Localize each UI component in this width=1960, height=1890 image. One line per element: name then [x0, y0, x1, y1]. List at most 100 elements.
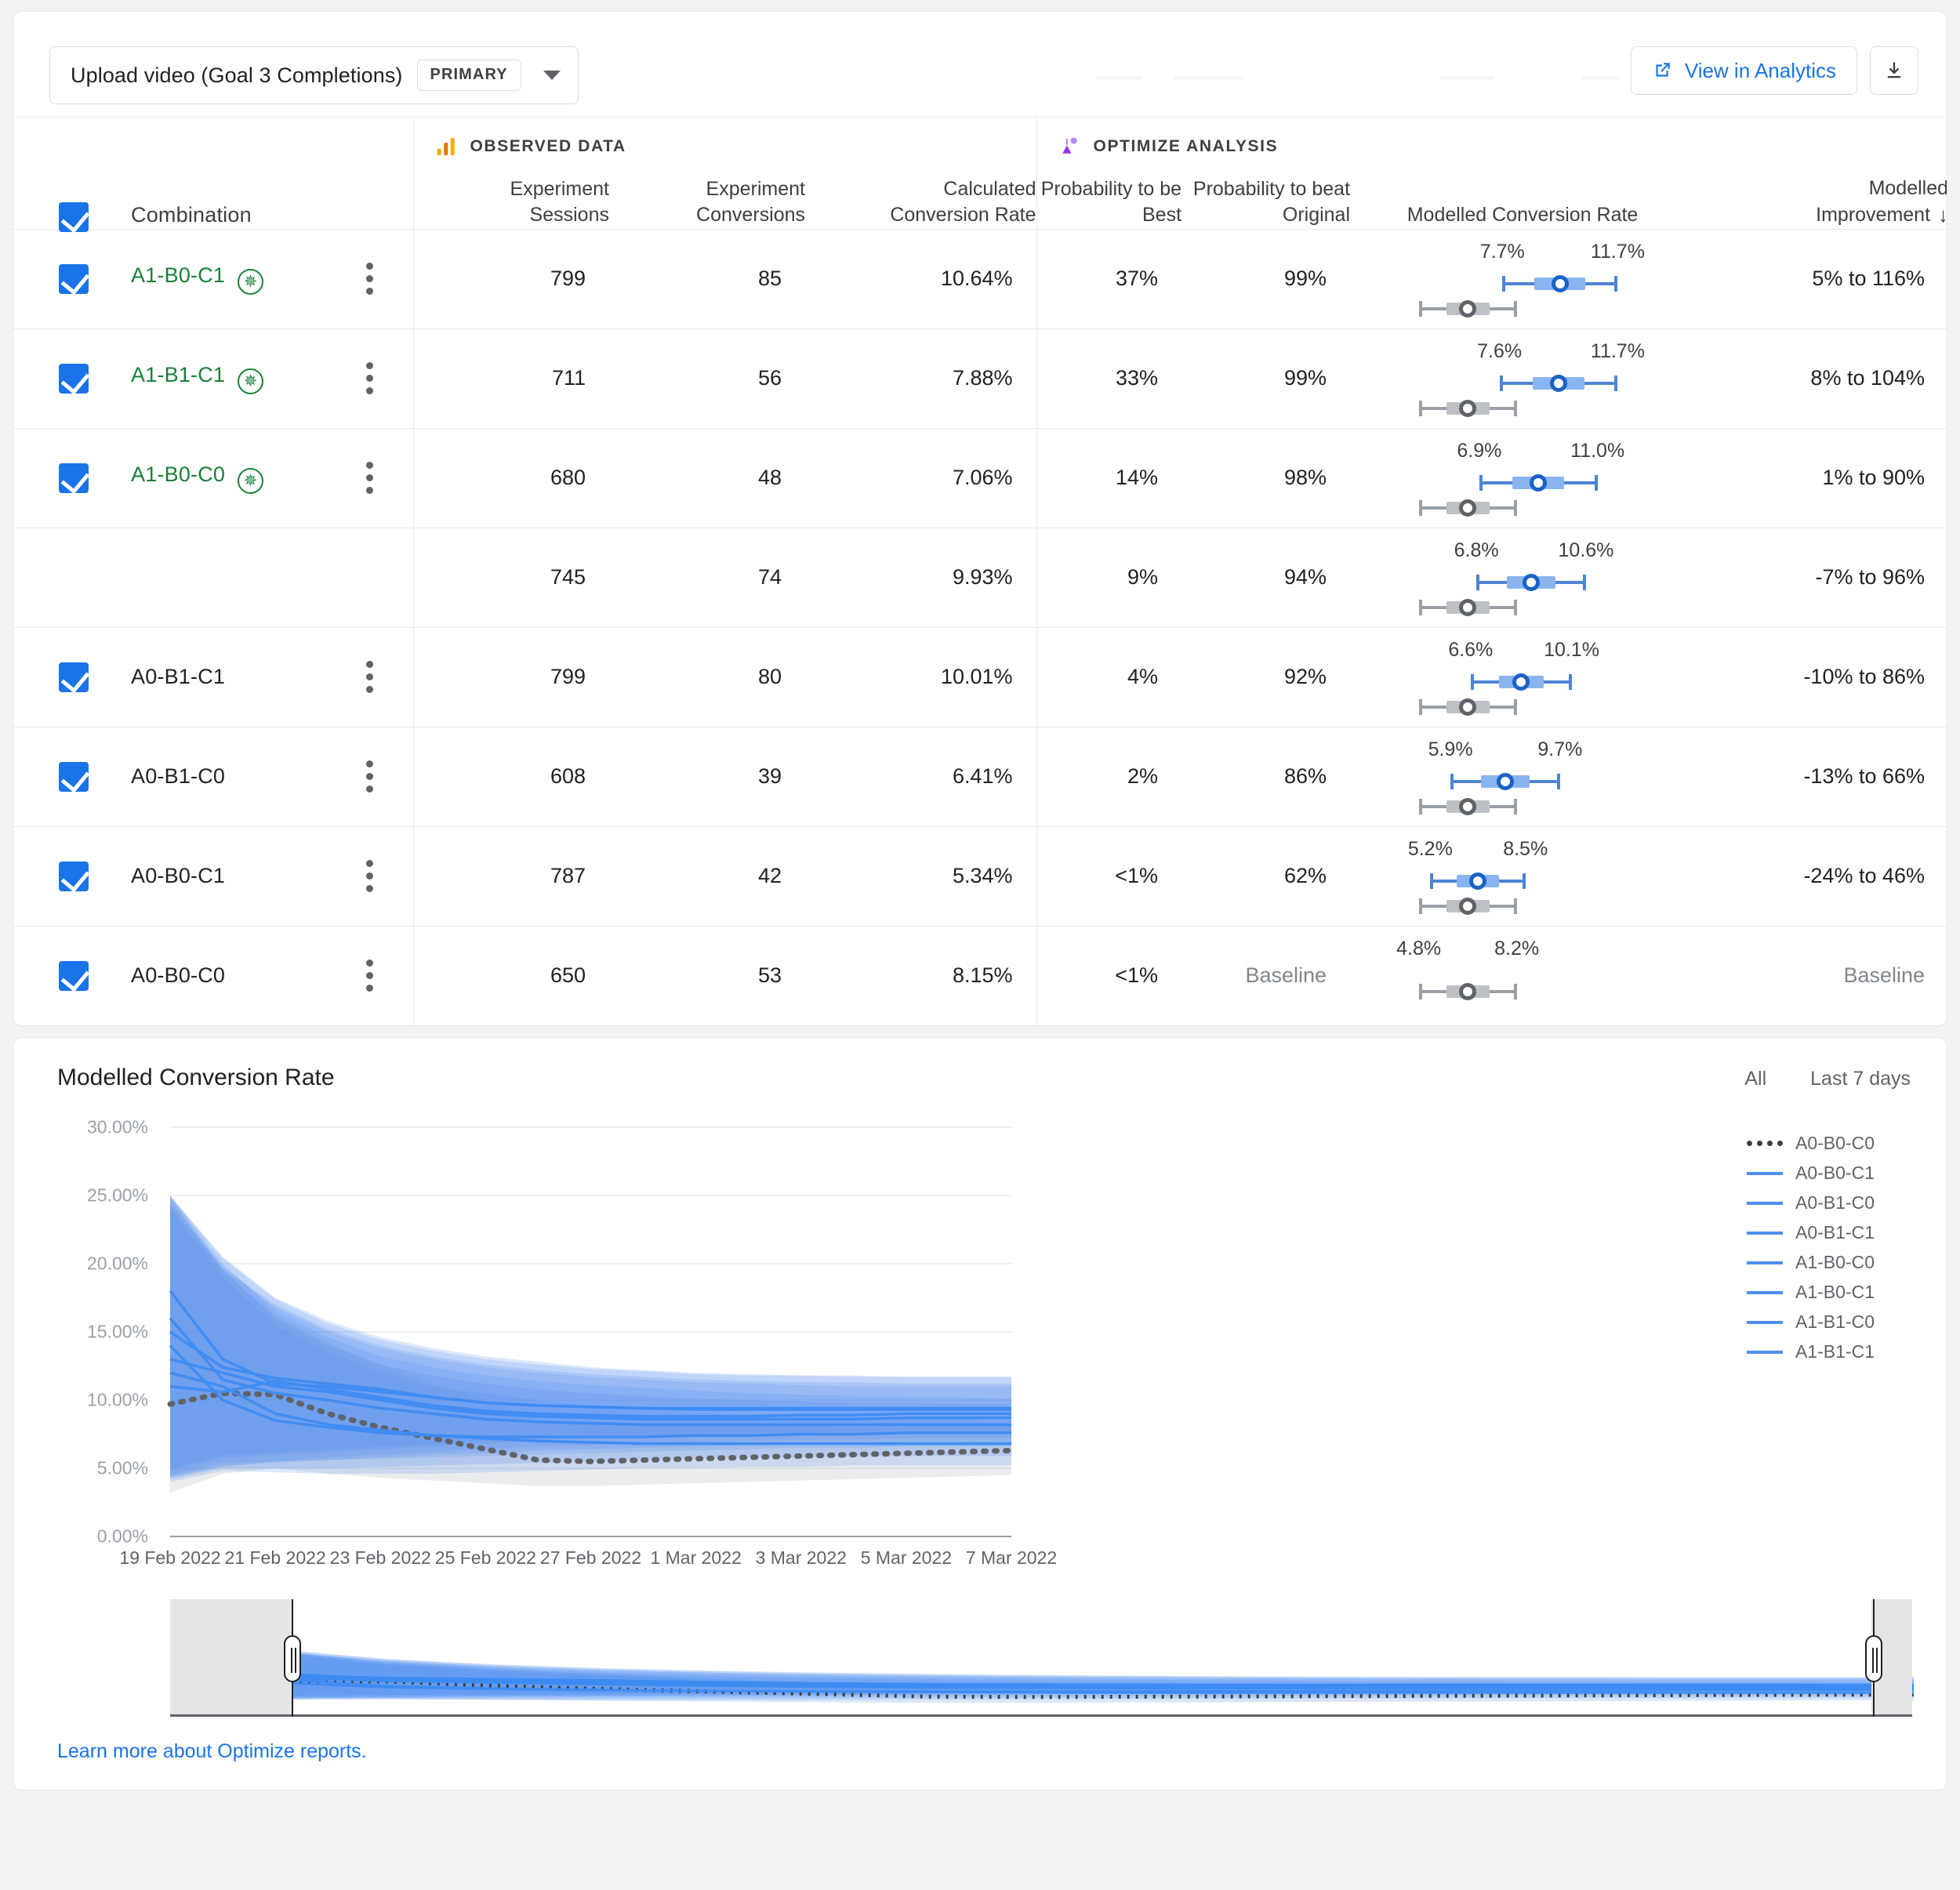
combination-label: A0-B0-C0 — [131, 963, 226, 988]
legend-item[interactable]: A0-B1-C0 — [1747, 1188, 1875, 1218]
cell-modelled-conversion-rate: 6.8% 10.6% — [1350, 527, 1696, 628]
cell-combination: A1-B1-C1 ✵ — [13, 328, 413, 429]
y-axis-tick: 10.00% — [86, 1389, 148, 1410]
observed-data-section: OBSERVED DATA — [412, 117, 1037, 176]
header-combination-label: Combination — [131, 202, 252, 227]
header-experiment-sessions[interactable]: Experiment Sessions — [412, 175, 609, 230]
x-axis-tick: 1 Mar 2022 — [650, 1547, 742, 1568]
learn-more-link[interactable]: Learn more about Optimize reports. — [57, 1739, 367, 1762]
table-row[interactable]: 745 74 9.93% 9% 94% 6.8% 10.6% -7% to 96% — [13, 527, 1947, 628]
cell-modelled-conversion-rate: 5.2% 8.5% — [1350, 825, 1696, 927]
x-axis-tick: 27 Feb 2022 — [539, 1547, 642, 1568]
modelled-conversion-rate-chart-card: Modelled Conversion Rate All Last 7 days… — [13, 1036, 1947, 1790]
ci-bar-gray — [1350, 697, 1695, 717]
cell-modelled-improvement: 1% to 90% — [1695, 427, 1947, 528]
chevron-down-icon[interactable] — [543, 71, 561, 80]
cell-probability-to-be-best: 4% — [1036, 626, 1182, 727]
goal-label: Upload video (Goal 3 Completions) — [71, 63, 403, 87]
x-axis-tick: 5 Mar 2022 — [860, 1547, 953, 1568]
ci-low-label: 7.7% — [1479, 240, 1525, 263]
cell-modelled-conversion-rate: 6.6% 10.1% — [1350, 626, 1696, 727]
header-probability-to-beat-original[interactable]: Probability to beat Original — [1181, 176, 1350, 230]
header-modelled-conversion-rate[interactable]: Modelled Conversion Rate — [1350, 176, 1695, 230]
select-all-checkbox[interactable] — [59, 201, 89, 232]
legend-swatch — [1747, 1350, 1784, 1354]
ci-low-label: 5.9% — [1428, 738, 1473, 760]
ci-low-label: 5.2% — [1407, 837, 1453, 860]
row-checkbox[interactable] — [59, 960, 89, 991]
decorative-placeholder-marks — [1095, 73, 1660, 84]
table-row[interactable]: A0-B1-C0 608 39 6.41% 2% 86% 5.9% 9.7% -13% to 6… — [13, 726, 1947, 827]
row-menu-button[interactable] — [365, 362, 374, 395]
range-all-button[interactable]: All — [1744, 1067, 1767, 1090]
cell-probability-to-beat-original: 99% — [1181, 328, 1351, 429]
cell-modelled-conversion-rate: 4.8% 8.2% — [1350, 925, 1696, 1025]
legend-item[interactable]: A1-B0-C1 — [1747, 1278, 1875, 1308]
legend-label: A1-B1-C1 — [1795, 1341, 1875, 1362]
legend-item[interactable]: A1-B1-C1 — [1747, 1337, 1875, 1367]
legend-item[interactable]: A0-B0-C0 — [1747, 1129, 1875, 1159]
header-calculated-conversion-rate[interactable]: Calculated Conversion Rate — [805, 176, 1036, 230]
header-modelled-improvement[interactable]: Modelled Improvement ↓ — [1695, 176, 1947, 230]
table-row[interactable]: A0-B0-C1 787 42 5.34% <1% 62% 5.2% 8.5% -24% to … — [13, 825, 1947, 927]
navigator-left-handle[interactable] — [284, 1634, 301, 1682]
cell-calculated-conversion-rate: 7.88% — [805, 328, 1037, 429]
row-checkbox[interactable] — [59, 263, 89, 294]
header-line2: Original — [1282, 204, 1351, 227]
row-menu-button[interactable] — [365, 760, 374, 793]
external-link-icon — [1656, 63, 1670, 77]
table-row[interactable]: A1-B0-C1 ✵ 799 85 10.64% 37% 99% 7.7% 11.7% 5% to… — [13, 228, 1947, 329]
row-menu-button[interactable] — [365, 263, 374, 296]
chart-range-navigator[interactable] — [170, 1598, 1914, 1717]
row-checkbox[interactable] — [59, 363, 89, 394]
row-menu-button[interactable] — [365, 960, 374, 992]
legend-swatch — [1747, 1171, 1784, 1175]
table-row[interactable]: A1-B0-C0 ✵ 680 48 7.06% 14% 98% 6.9% 11.0% 1% to … — [13, 427, 1947, 528]
header-line1: Experiment — [706, 177, 805, 200]
goal-selector[interactable]: Upload video (Goal 3 Completions) PRIMAR… — [49, 46, 579, 104]
navigator-right-handle[interactable] — [1865, 1634, 1882, 1682]
cell-experiment-sessions: 745 — [412, 527, 609, 628]
cell-combination: A1-B0-C1 ✵ — [13, 228, 413, 329]
row-checkbox[interactable] — [59, 761, 89, 792]
ci-high-label: 9.7% — [1537, 738, 1583, 760]
header-probability-to-be-best[interactable]: Probability to be Best — [1036, 175, 1182, 230]
combination-label: A0-B1-C0 — [131, 764, 226, 789]
cell-probability-to-beat-original: Baseline — [1181, 925, 1351, 1025]
cell-probability-to-beat-original: 98% — [1181, 427, 1351, 528]
ci-bar-gray — [1350, 498, 1695, 518]
row-checkbox[interactable] — [59, 861, 89, 891]
chart-header: Modelled Conversion Rate All Last 7 days — [13, 1038, 1947, 1113]
sort-descending-icon[interactable]: ↓ — [1938, 203, 1947, 227]
view-in-analytics-label: View in Analytics — [1684, 58, 1836, 82]
table-row[interactable]: A0-B0-C0 650 53 8.15% <1% Baseline 4.8% 8.2% Bas… — [13, 925, 1947, 1025]
row-menu-button[interactable] — [365, 661, 374, 694]
header-experiment-conversions[interactable]: Experiment Conversions — [609, 176, 805, 230]
cell-combination: A0-B1-C1 — [13, 626, 413, 727]
cell-probability-to-beat-original: 62% — [1181, 825, 1351, 927]
navigator-sparkline — [170, 1634, 1914, 1704]
cell-modelled-improvement: -7% to 96% — [1695, 527, 1947, 628]
cell-experiment-conversions: 39 — [609, 726, 805, 827]
download-button[interactable] — [1870, 46, 1918, 95]
cell-modelled-conversion-rate: 5.9% 9.7% — [1350, 726, 1696, 827]
cell-experiment-conversions: 85 — [609, 228, 805, 329]
legend-item[interactable]: A1-B1-C0 — [1747, 1308, 1875, 1337]
legend-item[interactable]: A0-B1-C1 — [1747, 1218, 1875, 1248]
cell-experiment-sessions: 711 — [412, 328, 609, 429]
row-checkbox[interactable] — [59, 463, 89, 493]
table-row[interactable]: A0-B1-C1 799 80 10.01% 4% 92% 6.6% 10.1% -10% to… — [13, 626, 1947, 727]
cell-modelled-improvement: 5% to 116% — [1695, 228, 1947, 329]
row-checkbox[interactable] — [59, 662, 89, 692]
legend-item[interactable]: A1-B0-C0 — [1747, 1248, 1875, 1278]
y-axis-tick: 30.00% — [86, 1116, 148, 1137]
legend-item[interactable]: A0-B0-C1 — [1747, 1159, 1875, 1188]
row-menu-button[interactable] — [365, 462, 374, 495]
range-last7-button[interactable]: Last 7 days — [1810, 1067, 1911, 1090]
ci-bar-gray — [1350, 981, 1695, 1002]
view-in-analytics-button[interactable]: View in Analytics — [1630, 46, 1857, 95]
x-axis-tick: 19 Feb 2022 — [119, 1547, 221, 1568]
observed-data-label: OBSERVED DATA — [470, 136, 626, 155]
table-row[interactable]: A1-B1-C1 ✵ 711 56 7.88% 33% 99% 7.6% 11.7% 8% to … — [13, 328, 1947, 429]
row-menu-button[interactable] — [365, 860, 374, 893]
